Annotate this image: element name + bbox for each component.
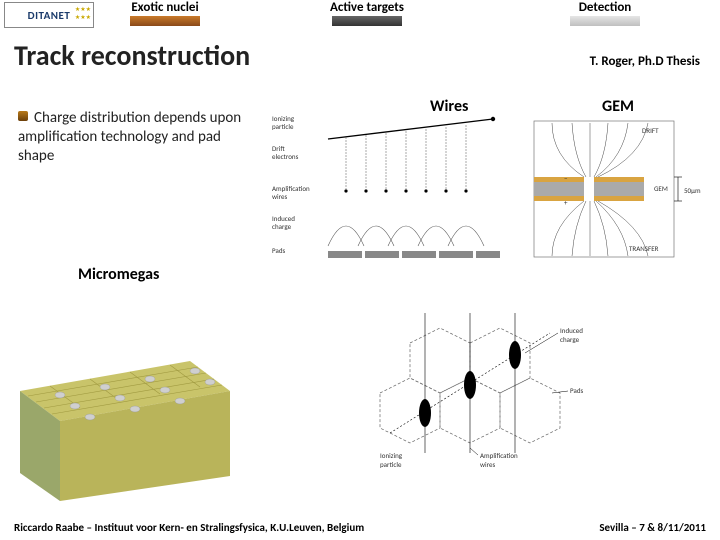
wires-pads <box>328 251 500 258</box>
subtitle: T. Roger, Ph.D Thesis <box>590 54 700 69</box>
page-title: Track reconstruction <box>14 38 250 73</box>
footer-left: Riccardo Raabe – Instituut voor Kern- en… <box>14 521 364 534</box>
wires-drift-label: Driftelectrons <box>272 144 299 161</box>
top-bar: DITANET ★★★★★★ Exotic nuclei Active targe… <box>0 0 720 32</box>
wires-diagram: Ionizingparticle Driftelectrons Amplific… <box>268 111 508 263</box>
hex-amp-label: Amplificationwires <box>480 451 518 469</box>
logo: DITANET ★★★★★★ <box>4 2 94 28</box>
gem-plus: + <box>564 198 568 207</box>
nav-item-1: Active targets <box>330 0 404 26</box>
nav-item-0: Exotic nuclei <box>130 0 200 26</box>
wires-gaussian <box>328 226 484 246</box>
footer: Riccardo Raabe – Instituut voor Kern- en… <box>0 521 720 534</box>
gem-drift-label: DRIFT <box>642 126 659 135</box>
nav-bar <box>332 16 402 26</box>
gem-gap-label: 50µm <box>684 186 701 195</box>
hex-ion-label: Ionizingparticle <box>380 451 403 469</box>
footer-right: Sevilla – 7 & 8/11/2011 <box>599 521 706 534</box>
logo-stars-icon: ★★★★★★ <box>75 5 91 21</box>
nav-label: Detection <box>570 0 640 15</box>
gem-transfer-label: TRANSFER <box>629 244 659 253</box>
nav-bar <box>130 16 200 26</box>
wires-induced-label: Inducedcharge <box>272 214 295 231</box>
title-row: Track reconstruction T. Roger, Ph.D Thes… <box>0 32 720 73</box>
wires-ionizing-label: Ionizingparticle <box>272 114 295 131</box>
bullet-text: Charge distribution depends upon amplifi… <box>18 109 248 165</box>
nav-label: Active targets <box>330 0 404 15</box>
nav-bar <box>570 16 640 26</box>
micromegas-board <box>20 361 230 501</box>
gem-field-top <box>552 123 648 177</box>
nav-item-2: Detection <box>570 0 640 26</box>
wires-pads-label: Pads <box>272 246 285 255</box>
micromegas-label: Micromegas <box>78 265 159 284</box>
gem-gem-label: GEM <box>654 184 668 193</box>
hex-pads-label: Pads <box>570 386 583 395</box>
nav-label: Exotic nuclei <box>130 0 200 15</box>
logo-text: DITANET <box>28 9 71 22</box>
hex-induced-label: Inducedcharge <box>560 326 583 344</box>
content-area: Charge distribution depends upon amplifi… <box>0 73 720 493</box>
hex-diagram: Inducedcharge Pads Ionizingparticle Ampl… <box>350 293 630 473</box>
gem-diagram: DRIFT GEM TRANSFER − + <box>524 111 712 267</box>
gem-minus: − <box>564 174 568 183</box>
wires-amp-label: Amplificationwires <box>272 184 310 201</box>
